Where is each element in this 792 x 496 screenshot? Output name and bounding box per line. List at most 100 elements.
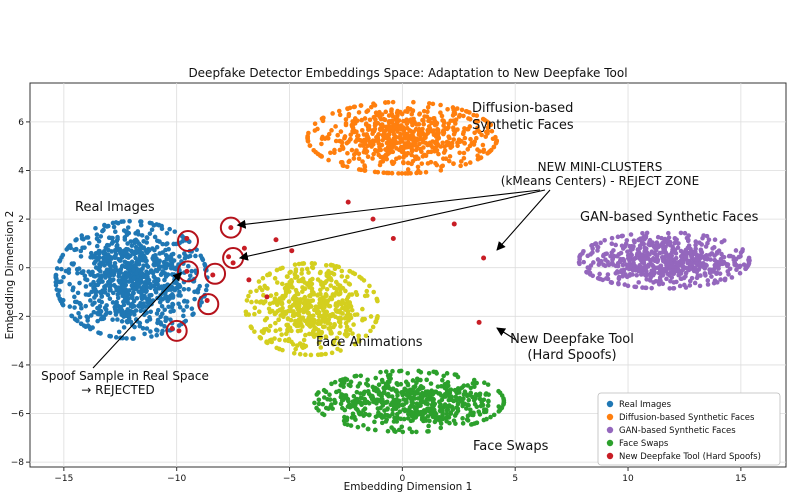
point	[338, 129, 344, 134]
point	[144, 240, 150, 245]
point	[488, 147, 494, 153]
point	[380, 132, 386, 138]
point	[345, 274, 350, 280]
point	[260, 275, 266, 281]
point	[168, 309, 173, 314]
point	[114, 286, 120, 292]
point	[249, 299, 254, 305]
point	[616, 275, 622, 281]
point	[324, 301, 329, 306]
point	[420, 399, 426, 405]
point	[693, 239, 699, 244]
point	[290, 302, 296, 308]
point	[716, 248, 722, 254]
point	[139, 270, 145, 276]
point	[452, 387, 458, 393]
point	[654, 242, 660, 248]
point	[86, 292, 92, 298]
point	[280, 347, 285, 353]
point	[485, 382, 491, 387]
point	[144, 258, 149, 264]
point	[191, 311, 196, 317]
x-tick-label: −15	[54, 474, 73, 484]
point	[393, 122, 398, 127]
point	[107, 263, 113, 268]
point	[649, 262, 654, 267]
point	[374, 316, 380, 321]
hard-spoof-points	[169, 199, 487, 334]
spoof-point	[169, 325, 175, 331]
point	[315, 293, 320, 298]
point	[314, 392, 320, 397]
point	[716, 266, 721, 271]
point	[613, 242, 619, 248]
point	[404, 392, 410, 398]
point	[477, 412, 483, 417]
point	[375, 406, 381, 411]
legend-marker	[606, 400, 614, 408]
point	[361, 408, 366, 413]
point	[347, 269, 353, 274]
point	[119, 319, 125, 324]
point	[366, 401, 372, 406]
point	[336, 108, 342, 114]
point	[446, 121, 451, 126]
point	[734, 267, 739, 273]
point	[377, 126, 383, 132]
point	[348, 379, 354, 385]
point	[479, 132, 484, 138]
point	[181, 313, 186, 319]
point	[121, 219, 126, 224]
legend-label: GAN-based Synthetic Faces	[619, 426, 736, 436]
point	[390, 128, 395, 134]
point	[268, 293, 274, 298]
point	[423, 140, 429, 146]
point	[441, 373, 446, 379]
point	[152, 247, 157, 253]
point	[104, 303, 109, 308]
point	[627, 243, 632, 249]
point	[686, 237, 691, 243]
point	[603, 257, 608, 263]
point	[360, 159, 365, 164]
point	[380, 379, 385, 385]
point	[386, 142, 391, 147]
point	[177, 254, 182, 259]
point	[437, 399, 442, 405]
point	[429, 397, 434, 402]
point	[356, 167, 362, 172]
point	[347, 292, 352, 297]
point	[292, 262, 298, 267]
point	[328, 262, 334, 268]
point	[116, 329, 122, 335]
point	[149, 220, 154, 226]
point	[493, 140, 499, 146]
point	[115, 234, 120, 240]
point	[137, 249, 143, 254]
point	[141, 254, 147, 259]
point	[95, 257, 101, 262]
point	[441, 123, 446, 128]
point	[401, 407, 406, 412]
point	[277, 327, 283, 332]
point	[370, 142, 376, 147]
point	[357, 381, 363, 386]
point	[413, 408, 419, 413]
point	[609, 241, 615, 247]
point	[367, 139, 373, 145]
point	[399, 149, 405, 155]
point	[118, 267, 124, 272]
point	[461, 150, 467, 156]
point	[466, 402, 471, 408]
point	[138, 276, 144, 282]
point	[665, 259, 670, 264]
point	[185, 263, 191, 269]
point	[473, 135, 479, 141]
point	[145, 278, 151, 284]
point	[329, 381, 334, 387]
point	[401, 125, 406, 130]
point	[631, 267, 637, 272]
point	[598, 240, 603, 246]
point	[103, 275, 108, 280]
